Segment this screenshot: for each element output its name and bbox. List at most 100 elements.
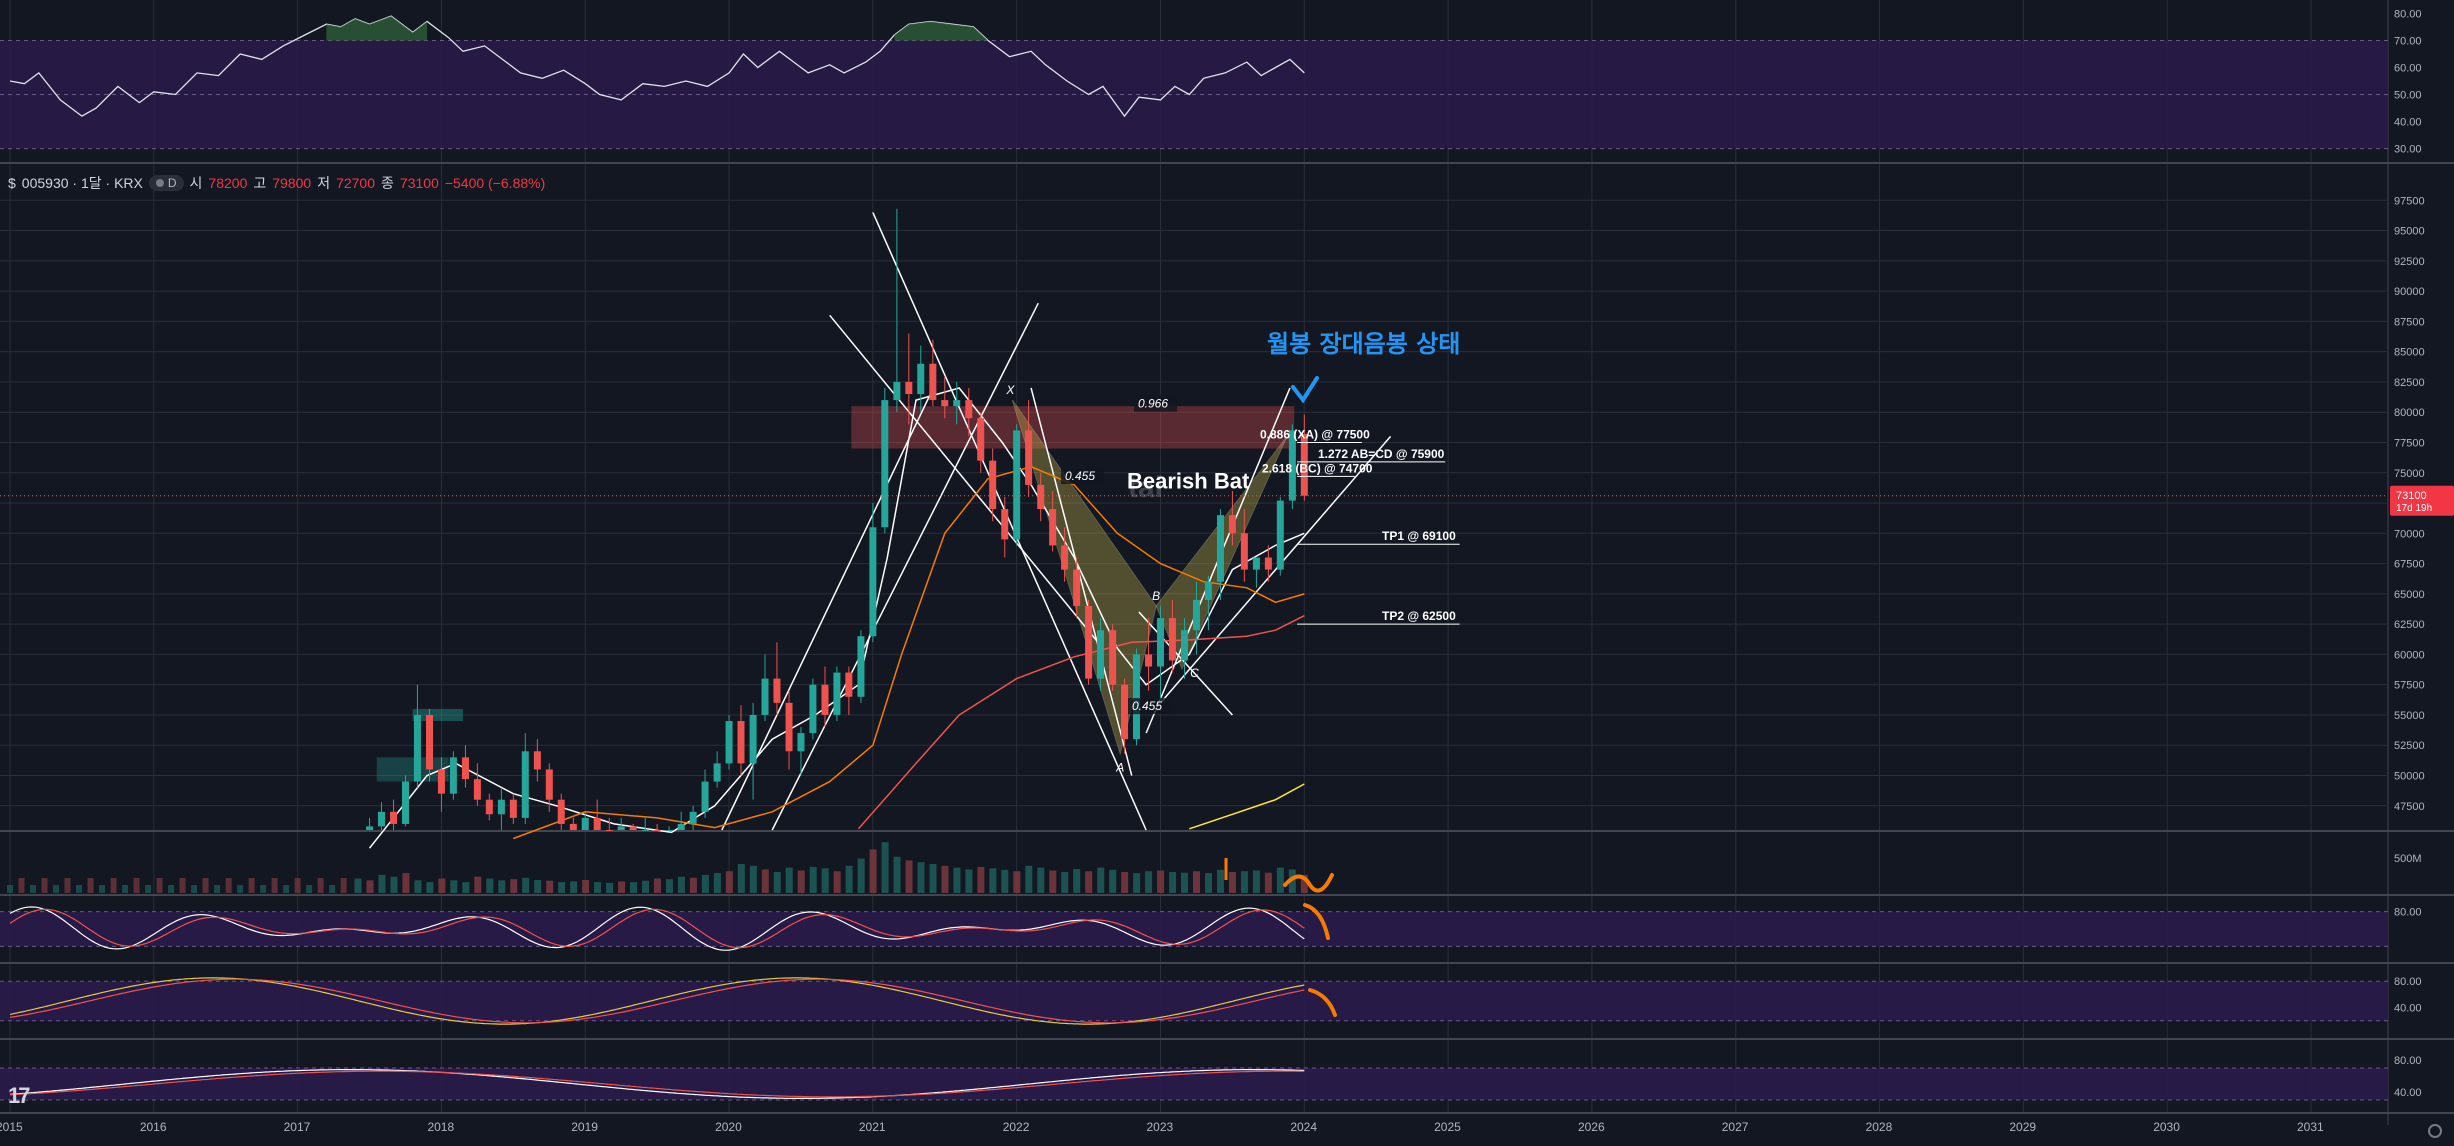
- symbol-name[interactable]: 005930 · 1달 · KRX: [21, 175, 143, 191]
- time-tick-label: 2016: [140, 1120, 167, 1134]
- candle-body: [1097, 630, 1105, 679]
- candle-body: [785, 702, 793, 752]
- time-tick-label: 2024: [1290, 1120, 1317, 1134]
- symbol-legend: $ 005930 · 1달 · KRX D 시 78200 고 79800 저 727…: [8, 172, 545, 194]
- volume-bar: [558, 882, 566, 893]
- candle-body: [557, 799, 565, 824]
- candle-body: [1288, 430, 1296, 501]
- volume-bar: [110, 878, 117, 893]
- volume-bar: [1288, 869, 1296, 893]
- volume-bar: [761, 869, 769, 893]
- ratio-label-xb: 0.455: [1065, 469, 1095, 483]
- uptrend-line: [771, 302, 1039, 831]
- volume-bar: [271, 878, 278, 893]
- stoch-line: [9, 978, 1305, 1024]
- rsi-overbought-fill: [894, 21, 988, 41]
- time-tick-label: 2019: [571, 1120, 598, 1134]
- volume-bar: [977, 866, 985, 893]
- candle-body: [1168, 618, 1176, 661]
- volume-bar: [1216, 869, 1224, 893]
- price-tick-label: 85000: [2394, 347, 2425, 359]
- candle-body: [797, 733, 805, 752]
- candle-body: [377, 811, 385, 827]
- volume-bar: [1085, 871, 1093, 893]
- volume-bar: [1049, 870, 1057, 893]
- candle-body: [665, 830, 673, 831]
- volume-bar: [1001, 869, 1009, 893]
- demand-zone-box: [376, 757, 449, 782]
- volume-bar: [821, 868, 829, 893]
- volume-bar: [1025, 865, 1033, 893]
- author-watermark: tai: [1128, 471, 1163, 504]
- target-level-label: 1.272 AB=CD @ 75900: [1318, 447, 1445, 461]
- ratio-label-top: 0.966: [1138, 397, 1168, 411]
- price-tick-label: 90000: [2394, 286, 2425, 298]
- volume-bar: [317, 878, 324, 893]
- candle-body: [881, 400, 889, 528]
- volume-orange-curve: [1283, 873, 1334, 893]
- candle-body: [1085, 605, 1093, 679]
- volume-bar: [53, 885, 60, 893]
- candle-body: [569, 823, 577, 830]
- volume-bar: [701, 874, 709, 893]
- time-tick-label: 2020: [715, 1120, 742, 1134]
- headline-annotation: 월봉 장대음봉 상태: [1267, 330, 1460, 358]
- candle-body: [725, 721, 733, 764]
- volume-bar: [214, 885, 221, 893]
- volume-bar: [833, 871, 841, 893]
- candle-body: [426, 714, 434, 770]
- volume-bar: [366, 880, 374, 893]
- candle-body: [413, 714, 421, 782]
- countdown-label: 17d 19h: [2396, 503, 2432, 514]
- candle-body: [1252, 557, 1260, 570]
- momentum-line: [9, 1070, 1305, 1098]
- candle-body: [497, 799, 505, 815]
- candle-body: [1276, 500, 1284, 570]
- candle-body: [485, 799, 493, 815]
- stoch-orange-curve: [1308, 988, 1337, 1017]
- settings-gear-icon[interactable]: [2428, 1124, 2442, 1138]
- volume-bar: [202, 878, 209, 893]
- point-b-label: B: [1152, 589, 1160, 603]
- rsi-tick-label: 50.00: [2394, 90, 2422, 102]
- candle-body: [1121, 684, 1129, 740]
- volume-bar: [965, 869, 973, 893]
- volume-bar: [18, 878, 25, 893]
- stoch-tick-label: 40.00: [2394, 1003, 2422, 1015]
- candle-body: [1192, 599, 1200, 631]
- volume-bar: [534, 879, 542, 893]
- candle-body: [653, 830, 661, 831]
- volume-bar: [1300, 874, 1308, 893]
- volume-bar: [1264, 872, 1272, 893]
- price-tick-label: 82500: [2394, 377, 2425, 389]
- channel-line: [1159, 435, 1392, 704]
- candle-body: [1181, 630, 1189, 661]
- candle-body: [641, 830, 649, 831]
- last-price-label: 73100: [2396, 490, 2427, 502]
- volume-bar: [582, 879, 590, 893]
- volume-bar: [618, 881, 626, 893]
- volume-bar: [1181, 872, 1189, 893]
- target-level-label: TP2 @ 62500: [1382, 609, 1456, 623]
- price-tick-label: 97500: [2394, 195, 2425, 207]
- volume-bar: [41, 878, 48, 893]
- candle-body: [821, 684, 829, 715]
- momentum-band: [0, 1068, 2388, 1100]
- volume-bar: [378, 874, 386, 893]
- data-status-pill[interactable]: D: [148, 175, 184, 191]
- candle-body: [833, 672, 841, 715]
- low-label: 저: [317, 175, 331, 191]
- volume-bar: [1169, 871, 1177, 893]
- stoch-rsi-tick-label: 80.00: [2394, 907, 2422, 919]
- stoch-line: [9, 977, 1305, 1025]
- tradingview-logo[interactable]: 17: [8, 1083, 31, 1108]
- time-tick-label: 2027: [1722, 1120, 1749, 1134]
- volume-bar: [725, 871, 733, 893]
- candle-body: [1264, 557, 1272, 570]
- supply-zone-box: [851, 406, 1295, 449]
- candle-body: [1061, 545, 1069, 570]
- price-tick-label: 57500: [2394, 680, 2425, 692]
- time-tick-label: 2030: [2153, 1120, 2180, 1134]
